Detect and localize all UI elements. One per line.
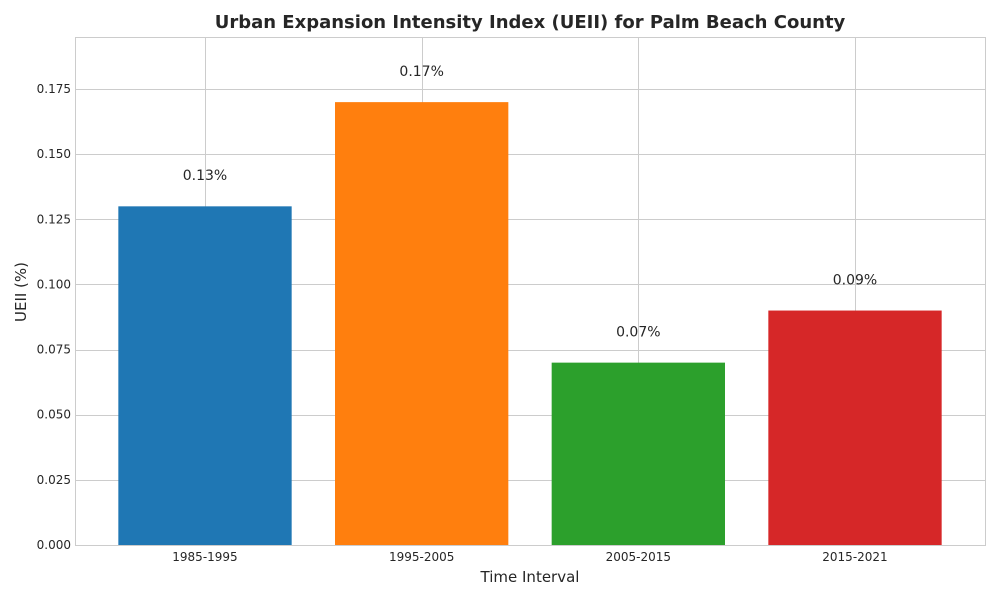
y-tick-label: 0.150 [37,147,71,161]
data-label: 0.13% [183,168,227,184]
chart-title: Urban Expansion Intensity Index (UEII) f… [215,12,846,33]
y-tick-label: 0.125 [37,212,71,226]
x-tick-label: 2005-2015 [606,550,671,564]
data-label: 0.17% [399,64,443,80]
y-tick-label: 0.100 [37,277,71,291]
bar [118,206,292,546]
x-tick-label: 1985-1995 [172,550,237,564]
y-axis-label: UEII (%) [12,262,30,322]
x-tick-label: 1995-2005 [389,550,454,564]
bar [551,362,725,545]
y-axis-ticks: 0.000 0.025 0.050 0.075 0.100 0.125 0.150 0.175 [37,82,71,552]
bars [118,102,942,546]
bar [768,310,942,545]
plot-frame [75,37,986,546]
x-tick-label: 2015-2021 [822,550,887,564]
data-label: 0.07% [616,324,660,340]
x-axis-label: Time Interval [480,568,580,586]
data-labels: 0.13% 0.17% 0.07% 0.09% [183,64,877,341]
y-tick-label: 0.075 [37,343,71,357]
y-tick-label: 0.050 [37,408,71,422]
bar [335,102,509,545]
x-axis-ticks: 1985-1995 1995-2005 2005-2015 2015-2021 [172,550,887,564]
y-tick-label: 0.175 [37,82,71,96]
data-label: 0.09% [833,272,877,288]
y-tick-label: 0.025 [37,473,71,487]
y-tick-label: 0.000 [37,538,71,552]
